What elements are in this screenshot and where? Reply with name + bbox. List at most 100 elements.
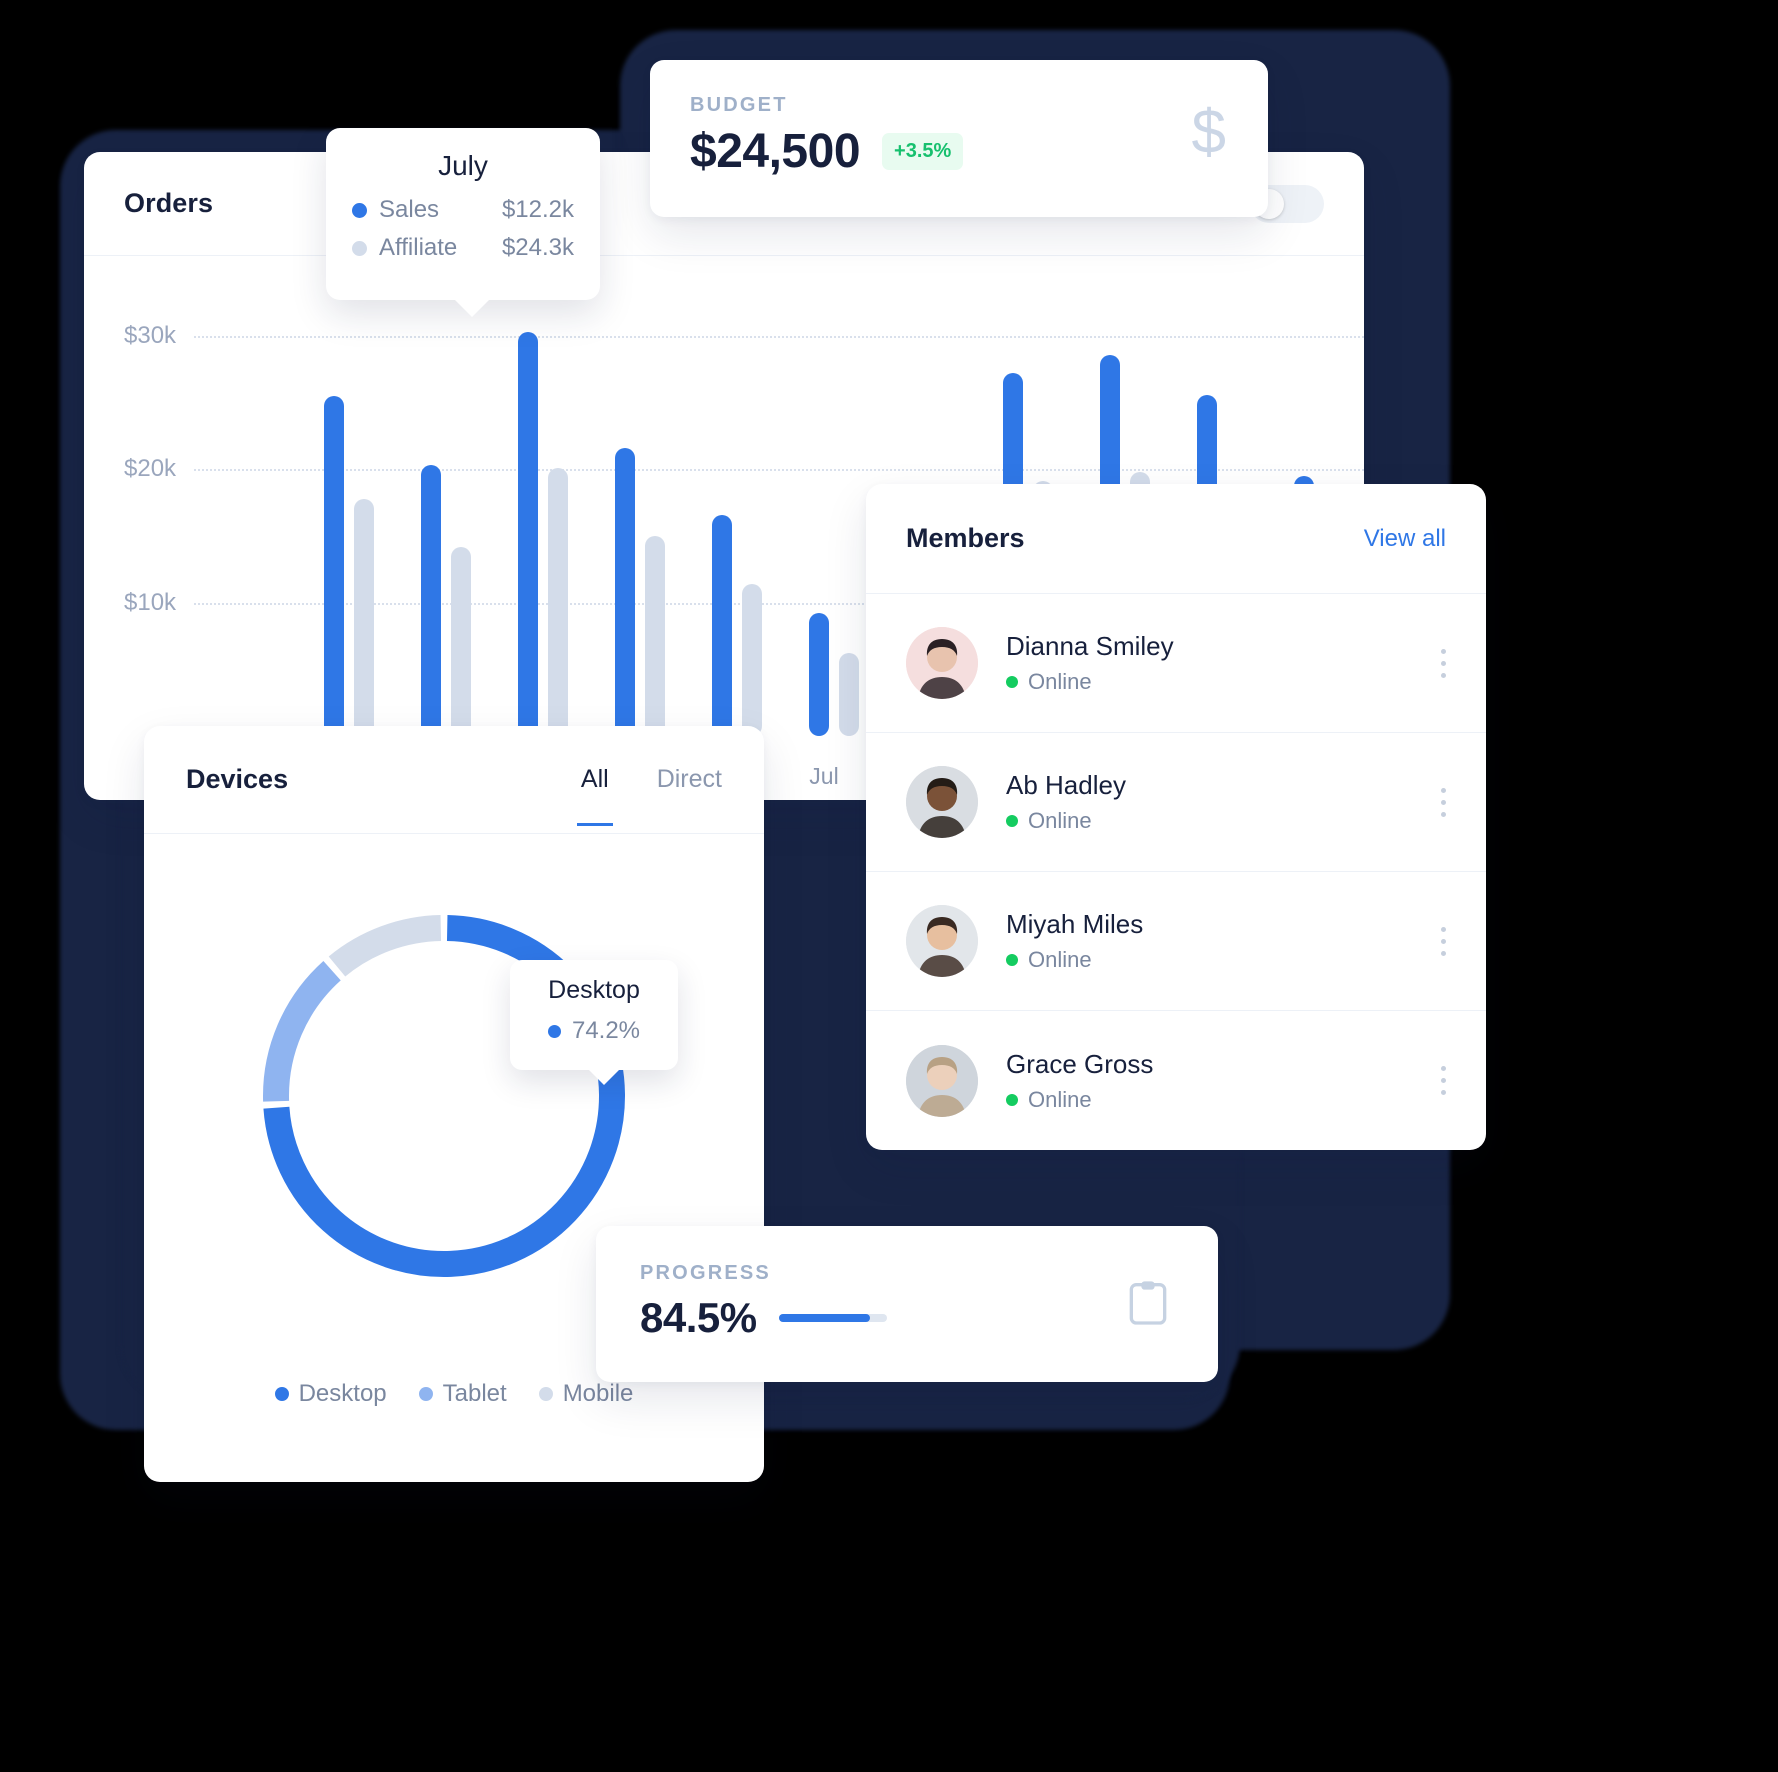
tooltip-series-name: Affiliate <box>379 234 458 261</box>
avatar <box>906 627 978 699</box>
member-row[interactable]: Dianna Smiley Online <box>866 594 1486 733</box>
legend-item-tablet: Tablet <box>418 1380 507 1408</box>
online-status-icon <box>1006 676 1018 688</box>
chart-gridline <box>194 469 1364 472</box>
member-row[interactable]: Miyah Miles Online <box>866 872 1486 1011</box>
bar-affiliate-jun <box>742 584 762 736</box>
devices-title: Devices <box>186 764 289 794</box>
budget-card: BUDGET $24,500 +3.5% $ <box>650 60 1268 217</box>
status-badge: Online <box>1006 947 1440 973</box>
bar-affiliate-may <box>645 536 665 736</box>
clipboard-icon <box>1129 1281 1167 1325</box>
status-badge: Online <box>1006 669 1440 695</box>
tooltip-series-value: $24.3k <box>501 234 574 261</box>
tooltip-series-name: Sales <box>379 196 440 223</box>
orders-header: Orders <box>84 152 1364 256</box>
tooltip-row-affiliate: Affiliate $24.3k <box>352 234 574 262</box>
bar-sales-apr <box>518 332 538 736</box>
bar-affiliate-mar <box>451 546 471 736</box>
series-dot-sales <box>352 202 367 218</box>
chart-gridline <box>194 602 1364 605</box>
page-title: Orders <box>124 188 214 218</box>
tooltip-title: Desktop <box>548 976 640 1004</box>
y-axis-tick-label: $10k <box>124 588 177 616</box>
tooltip-row-sales: Sales $12.2k <box>352 196 574 224</box>
legend-label: Desktop <box>298 1380 387 1407</box>
status-badge: +3.5% <box>882 133 964 170</box>
tab-direct[interactable]: Direct <box>656 765 722 793</box>
devices-header: Devices All Direct <box>144 726 764 834</box>
kebab-menu-icon[interactable] <box>1440 648 1446 678</box>
donut-slice-tablet <box>263 961 341 1102</box>
dollar-sign-icon: $ <box>1191 98 1226 167</box>
legend-label: Tablet <box>442 1380 507 1407</box>
bar-affiliate-feb <box>354 498 374 736</box>
progress-value: 84.5% <box>640 1294 757 1341</box>
y-axis-tick-label: $30k <box>124 322 177 349</box>
devices-legend: Desktop Tablet Mobile <box>144 1380 764 1408</box>
member-name: Grace Gross <box>1006 1048 1154 1079</box>
members-list: Dianna Smiley Online Ab Hadley Online Miyah … <box>866 594 1486 1150</box>
bar-sales-may <box>615 448 635 736</box>
legend-dot-desktop <box>274 1387 289 1401</box>
tooltip-row-desktop: 74.2% <box>510 1017 678 1045</box>
member-row[interactable]: Ab Hadley Online <box>866 733 1486 872</box>
member-info: Miyah Miles Online <box>1006 909 1440 973</box>
bar-affiliate-jul <box>839 653 859 736</box>
chart-gridline <box>194 336 1364 338</box>
tab-all[interactable]: All <box>576 765 613 826</box>
bar-sales-mar <box>421 465 441 736</box>
online-status-icon <box>1006 815 1018 827</box>
member-info: Grace Gross Online <box>1006 1049 1440 1113</box>
member-name: Miyah Miles <box>1006 909 1144 939</box>
member-status-label: Online <box>1028 1086 1092 1112</box>
members-title: Members <box>906 523 1025 553</box>
series-dot-affiliate <box>352 240 367 256</box>
chart-tooltip-july: July Sales $12.2k Affiliate $24.3k <box>326 128 600 317</box>
avatar <box>906 1044 978 1117</box>
tooltip-title: July <box>438 150 488 181</box>
members-header: Members View all <box>866 484 1486 594</box>
legend-dot-tablet <box>418 1387 433 1401</box>
bar-sales-feb <box>324 396 344 736</box>
chart-tooltip-desktop: Desktop 74.2% <box>510 960 678 1085</box>
progress-bar-fill <box>778 1314 870 1322</box>
series-dot-desktop <box>547 1024 561 1038</box>
budget-value: $24,500 <box>690 125 861 178</box>
budget-label: BUDGET <box>690 94 788 116</box>
member-info: Ab Hadley Online <box>1006 770 1440 834</box>
member-name: Dianna Smiley <box>1006 631 1174 661</box>
member-row[interactable]: Grace Gross Online <box>866 1011 1486 1150</box>
legend-item-desktop: Desktop <box>274 1380 387 1408</box>
progress-label: PROGRESS <box>640 1262 771 1284</box>
online-status-icon <box>1006 1093 1018 1106</box>
budget-value-row: $24,500 +3.5% <box>690 124 964 179</box>
view-all-link[interactable]: View all <box>1363 524 1446 552</box>
status-badge: Online <box>1006 1087 1440 1113</box>
member-status-label: Online <box>1028 947 1092 972</box>
online-status-icon <box>1006 954 1018 966</box>
y-axis-tick-label: $20k <box>124 455 177 483</box>
tooltip-series-value: $12.2k <box>501 196 574 223</box>
status-badge: Online <box>1006 808 1440 834</box>
member-info: Dianna Smiley Online <box>1006 631 1440 695</box>
progress-value-row: 84.5% <box>640 1294 887 1342</box>
kebab-menu-icon[interactable] <box>1440 787 1446 817</box>
x-axis-tick-label: Jul <box>809 763 839 789</box>
kebab-menu-icon[interactable] <box>1440 1066 1446 1095</box>
bar-affiliate-apr <box>548 468 568 736</box>
bar-sales-jun <box>712 514 732 736</box>
members-card: Members View all Dianna Smiley Online Ab H… <box>866 484 1486 1150</box>
member-status-label: Online <box>1028 669 1092 694</box>
legend-item-mobile: Mobile <box>538 1380 634 1408</box>
tooltip-series-value: 74.2% <box>571 1017 641 1044</box>
bar-sales-jul <box>809 613 829 736</box>
legend-label: Mobile <box>562 1380 634 1407</box>
legend-dot-mobile <box>538 1387 553 1401</box>
member-name: Ab Hadley <box>1006 770 1126 800</box>
avatar <box>906 905 978 977</box>
kebab-menu-icon[interactable] <box>1440 926 1446 956</box>
avatar <box>906 766 978 838</box>
donut-slice-mobile <box>328 915 442 977</box>
